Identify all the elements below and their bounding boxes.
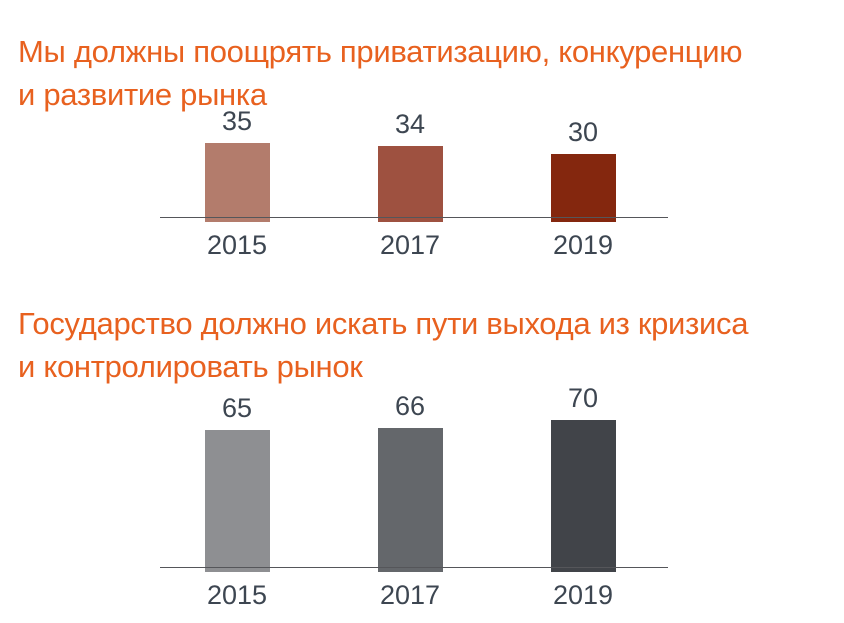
chart-title-line: Государство должно искать пути выхода из… xyxy=(18,305,749,341)
chart-title-state-control: Государство должно искать пути выхода из… xyxy=(18,302,748,388)
category-label-2019: 2019 xyxy=(552,230,614,260)
bar-2015 xyxy=(204,143,270,222)
value-label-2017: 34 xyxy=(394,109,426,139)
bar-2019 xyxy=(550,154,616,222)
chart-title-line: и контролировать рынок xyxy=(18,348,363,384)
category-label-2017: 2017 xyxy=(379,230,441,260)
x-axis-line xyxy=(160,217,668,218)
bar-2017 xyxy=(377,428,443,572)
chart-title-privatization: Мы должны поощрять приватизацию, конкуре… xyxy=(18,30,743,116)
bar-2017 xyxy=(377,146,443,222)
value-label-2017: 66 xyxy=(394,391,426,421)
bar-chart-state-control: 65 2015 66 2017 70 2019 xyxy=(0,378,844,623)
bar-2015 xyxy=(204,430,270,572)
category-label-2019: 2019 xyxy=(552,580,614,610)
value-label-2015: 35 xyxy=(221,106,253,136)
bar-chart-privatization: 35 2015 34 2017 30 2019 xyxy=(0,100,844,265)
x-axis-line xyxy=(160,567,668,568)
category-label-2015: 2015 xyxy=(206,580,268,610)
category-label-2015: 2015 xyxy=(206,230,268,260)
value-label-2019: 70 xyxy=(567,383,599,413)
category-label-2017: 2017 xyxy=(379,580,441,610)
value-label-2015: 65 xyxy=(221,393,253,423)
bar-2019 xyxy=(550,420,616,572)
chart-title-line: и развитие рынка xyxy=(18,76,267,112)
value-label-2019: 30 xyxy=(567,117,599,147)
chart-title-line: Мы должны поощрять приватизацию, конкуре… xyxy=(18,33,743,69)
